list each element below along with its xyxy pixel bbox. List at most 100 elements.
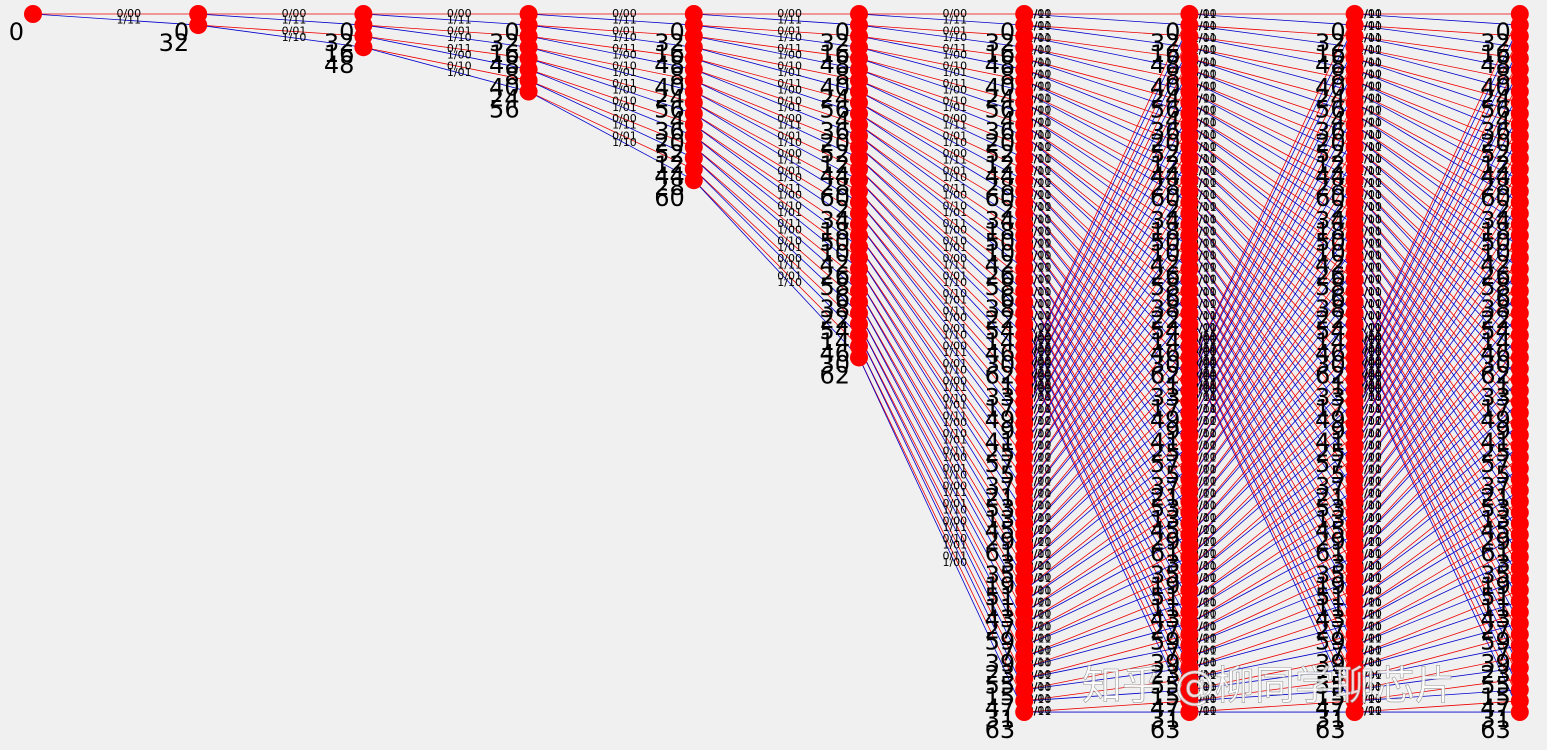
state-label: 18 [819,217,850,245]
branch [1354,235,1521,480]
state-label: 15 [1480,683,1511,711]
state-label: 29 [1480,528,1511,556]
state-labels: 0 032 032164803216488402456032164884024564… [9,18,1511,744]
state-label: 22 [1315,306,1346,334]
state-label: 36 [1150,118,1181,146]
state-label: 7 [1496,638,1511,666]
branch [1189,390,1355,558]
branch-label: 1/01 [1192,439,1217,452]
branch [1189,235,1355,469]
branch [1354,545,1520,635]
state-label: 32 [159,29,190,57]
branch-label: 0/11 [942,410,967,423]
branch-label: 0/11 [1192,152,1217,165]
branch [528,91,694,181]
state-label: 14 [1150,328,1181,356]
branch [1354,157,1521,436]
branch [1023,335,1190,524]
state-label: 58 [985,273,1016,301]
branch-label: 1/11 [942,486,967,499]
branch [1189,567,1355,646]
branch-label: 1/10 [777,171,802,184]
branch-label: 0/00 [1027,450,1052,463]
state-label: 61 [1315,539,1346,567]
branch [1023,279,1190,502]
branch [1189,346,1355,536]
branch-label: 0/01 [612,130,637,143]
branch-label: 0/00 [942,375,967,388]
branch-label: 1/11 [777,153,802,166]
state-label: 9 [1330,417,1345,445]
branch [693,35,860,59]
branch-label: 1/11 [1192,262,1217,275]
branch-label: 0/00 [447,7,472,20]
branch [1354,35,1520,59]
branch [1189,213,1355,469]
branch [1189,279,1355,502]
branch [1354,124,1521,248]
state-label: 37 [1150,472,1181,500]
state-label: 3 [1496,550,1511,578]
state-label: 12 [1315,151,1346,179]
state-label: 51 [1480,583,1511,611]
state-label: 16 [654,40,685,68]
state-label: 32 [1480,29,1511,57]
branch [693,91,860,170]
state-label: 35 [985,561,1016,589]
branch-label: 0/10 [777,235,802,248]
branch [1024,645,1190,680]
state-label: 40 [1480,73,1511,101]
state-label: 20 [985,129,1016,157]
state-label: 30 [985,350,1016,378]
state-node [24,5,42,23]
branch [1023,47,1190,380]
branch [1023,346,1190,536]
state-label: 52 [985,140,1016,168]
state-label: 36 [985,118,1016,146]
branch [1023,456,1190,591]
branch [1354,567,1520,646]
branch [1024,656,1190,691]
branch [1354,678,1520,702]
state-label: 36 [819,118,850,146]
branch-label: 0/11 [942,42,967,55]
branch [858,135,1025,259]
branch [1189,102,1355,192]
branch [1189,357,1355,713]
branch [1354,257,1521,491]
state-label: 45 [985,517,1016,545]
branch-label: 0/10 [777,200,802,213]
state-label: 44 [654,162,685,190]
state-label: 47 [1315,694,1346,722]
branch [858,202,1025,403]
branch [1189,35,1355,70]
branch [693,135,860,270]
branch [1354,179,1521,358]
branch [1023,479,1190,602]
branch [1189,479,1355,602]
state-label: 10 [1315,240,1346,268]
state-label: 57 [1150,450,1181,478]
branch [1023,224,1190,447]
state-label: 29 [985,528,1016,556]
state-label: 48 [1480,51,1511,79]
branch [1189,368,1355,547]
branch [528,57,694,104]
branch [1354,412,1521,569]
state-label: 50 [819,229,850,257]
state-label: 63 [1480,716,1511,744]
state-label: 31 [1315,705,1346,733]
branch-label: 0/01 [1027,19,1052,32]
branch-label: 0/00 [942,7,967,20]
branch [858,179,1025,358]
state-label: 22 [1480,306,1511,334]
branch [528,46,694,92]
branch [1354,47,1521,380]
branch-label: 0/01 [1192,19,1217,32]
branch-label: 1/11 [116,13,141,26]
branch [693,80,860,159]
state-label: 4 [1496,107,1511,135]
state-label: 38 [819,295,850,323]
branch [1189,301,1355,513]
